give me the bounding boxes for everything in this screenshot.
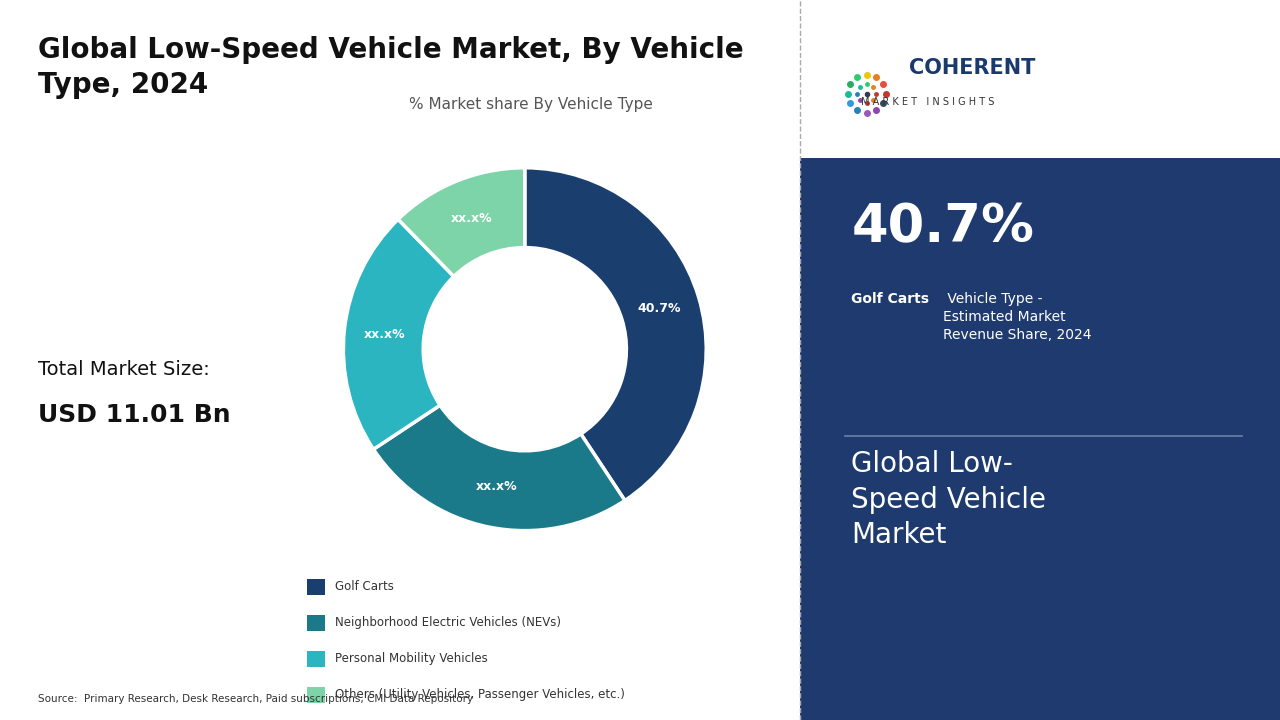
Text: Global Low-
Speed Vehicle
Market: Global Low- Speed Vehicle Market — [851, 450, 1046, 549]
Text: USD 11.01 Bn: USD 11.01 Bn — [38, 403, 230, 427]
Text: Others (Utility Vehicles, Passenger Vehicles, etc.): Others (Utility Vehicles, Passenger Vehi… — [335, 688, 625, 701]
Wedge shape — [525, 168, 707, 500]
Text: Vehicle Type -
Estimated Market
Revenue Share, 2024: Vehicle Type - Estimated Market Revenue … — [943, 292, 1092, 343]
Text: 40.7%: 40.7% — [851, 202, 1034, 253]
Wedge shape — [343, 220, 454, 449]
Text: % Market share By Vehicle Type: % Market share By Vehicle Type — [410, 97, 653, 112]
Text: Total Market Size:: Total Market Size: — [38, 360, 210, 379]
Text: M A R K E T   I N S I G H T S: M A R K E T I N S I G H T S — [861, 97, 995, 107]
Text: Source:  Primary Research, Desk Research, Paid subscriptions, CMI Data Repositor: Source: Primary Research, Desk Research,… — [38, 694, 474, 704]
Wedge shape — [374, 405, 625, 531]
Wedge shape — [398, 168, 525, 276]
Text: Golf Carts: Golf Carts — [851, 292, 929, 305]
Text: 40.7%: 40.7% — [637, 302, 681, 315]
Text: Golf Carts: Golf Carts — [335, 580, 394, 593]
Text: Neighborhood Electric Vehicles (NEVs): Neighborhood Electric Vehicles (NEVs) — [335, 616, 562, 629]
Text: COHERENT: COHERENT — [909, 58, 1036, 78]
Text: Personal Mobility Vehicles: Personal Mobility Vehicles — [335, 652, 488, 665]
Text: Global Low-Speed Vehicle Market, By Vehicle
Type, 2024: Global Low-Speed Vehicle Market, By Vehi… — [38, 36, 744, 99]
Text: xx.x%: xx.x% — [365, 328, 406, 341]
Text: xx.x%: xx.x% — [476, 480, 517, 493]
Text: xx.x%: xx.x% — [451, 212, 493, 225]
